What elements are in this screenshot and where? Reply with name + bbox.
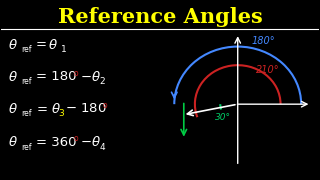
Text: ref: ref [21,143,32,152]
Text: ref: ref [21,45,32,54]
Text: 1: 1 [61,45,67,54]
Text: =: = [36,38,51,51]
Text: 4: 4 [99,143,105,152]
Text: = 360: = 360 [36,136,76,149]
Text: 2: 2 [99,77,105,86]
Text: 3: 3 [59,109,64,118]
Text: $\theta$: $\theta$ [8,135,18,149]
Text: ref: ref [21,109,32,118]
Text: $\theta$: $\theta$ [8,70,18,84]
Text: Reference Angles: Reference Angles [58,7,262,27]
Text: $-$ 180: $-$ 180 [65,102,107,115]
Text: 180°: 180° [252,36,276,46]
Text: o: o [74,69,78,78]
Text: o: o [102,101,107,110]
Text: $\theta$: $\theta$ [8,102,18,116]
Text: = $\theta$: = $\theta$ [36,102,61,116]
Text: $-\theta$: $-\theta$ [80,70,101,84]
Text: o: o [74,134,78,143]
Text: 210°: 210° [256,65,280,75]
Text: $-\theta$: $-\theta$ [80,135,101,149]
Text: ref: ref [21,77,32,86]
Text: $\theta$: $\theta$ [8,38,18,52]
Text: $\theta$: $\theta$ [48,38,58,52]
Text: = 180: = 180 [36,70,76,83]
Text: 30°: 30° [215,113,231,122]
